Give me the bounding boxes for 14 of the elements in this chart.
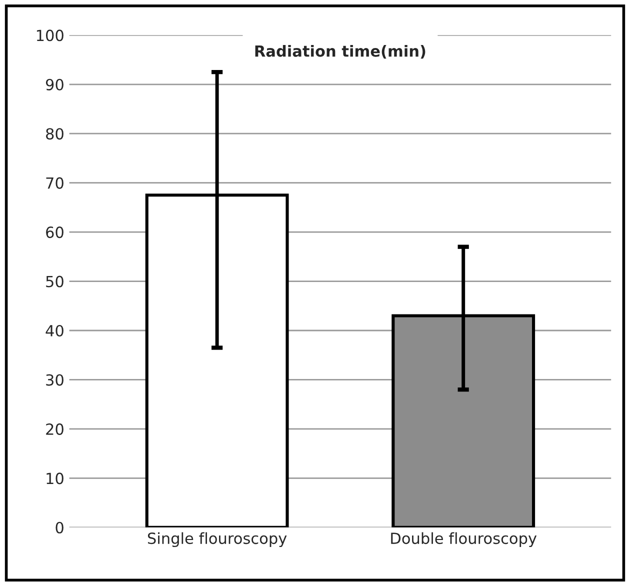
y-tick-label: 80 (46, 128, 64, 140)
text: Radiation time(min) (255, 44, 426, 59)
y-tick-label: 20 (46, 423, 64, 435)
y-tick-label: 40 (46, 324, 64, 337)
y-tick-label: 90 (46, 78, 64, 90)
y-tick-label: 100 (36, 30, 64, 42)
x-tick-label: Double flouroscopy (391, 532, 537, 548)
y-tick-label: 50 (46, 276, 64, 288)
y-tick-label: 10 (46, 472, 64, 484)
y-tick-label: 30 (46, 374, 64, 386)
y-tick-label: 0 (56, 522, 64, 534)
y-tick-label: 60 (46, 226, 64, 238)
y-tick-label: 70 (46, 177, 64, 189)
x-tick-label: Single flouroscopy (148, 532, 287, 548)
